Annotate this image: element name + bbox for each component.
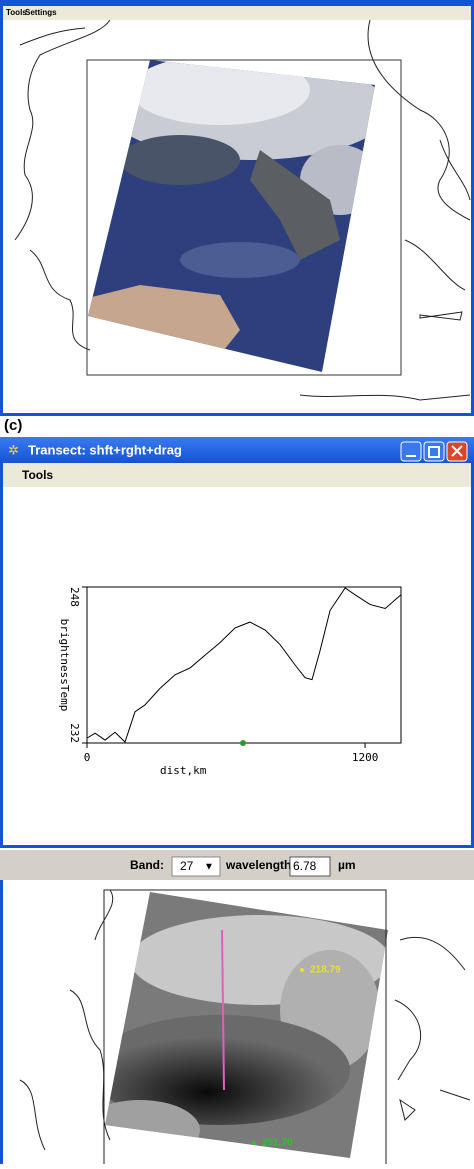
map-window: Tools Settings — [0, 0, 474, 416]
cursor-marker — [240, 740, 246, 746]
band-label: Band: — [130, 858, 164, 872]
wavelength-input[interactable] — [289, 856, 331, 877]
x-tick-label: 0 — [84, 751, 91, 764]
panel-label: (c) — [4, 417, 22, 434]
transect-window: ✲ Transect: shft+rght+drag Tools dist,km… — [0, 437, 474, 848]
transect-chart: dist,km brightnessTemp 0 1200 232 248 — [58, 586, 402, 777]
band-image — [105, 892, 388, 1158]
image-value-label: 251.70 — [262, 1138, 293, 1149]
menu-item[interactable]: Tools — [22, 468, 53, 482]
wavelength-label: wavelength — [225, 858, 291, 872]
x-tick-label: 1200 — [352, 751, 379, 764]
y-axis-label: brightnessTemp — [58, 619, 71, 712]
x-axis-label: dist,km — [160, 764, 207, 777]
wavelength-value: 6.78 — [293, 859, 317, 873]
transect-line — [86, 587, 402, 743]
minimize-button[interactable] — [400, 441, 422, 462]
transect-line — [221, 929, 225, 1091]
y-tick-label: 232 — [68, 723, 81, 743]
band-select[interactable] — [171, 856, 221, 877]
window-title: Transect: shft+rght+drag — [28, 442, 182, 457]
band-value: 27 — [180, 859, 194, 873]
dropdown-arrow: ▼ — [204, 862, 214, 873]
menu-item[interactable]: Settings — [25, 8, 57, 17]
y-tick-label: 248 — [68, 587, 81, 607]
satellite-image — [88, 60, 375, 372]
window-icon: ✲ — [8, 442, 19, 457]
image-value-label: 218.79 — [310, 965, 341, 976]
menu-item[interactable]: Tools — [6, 8, 27, 17]
band-panel: Band: 27 ▼ wavelength 6.78 µm 218.79 251… — [0, 850, 474, 1169]
maximize-button[interactable] — [423, 441, 445, 462]
unit-label: µm — [338, 858, 356, 872]
